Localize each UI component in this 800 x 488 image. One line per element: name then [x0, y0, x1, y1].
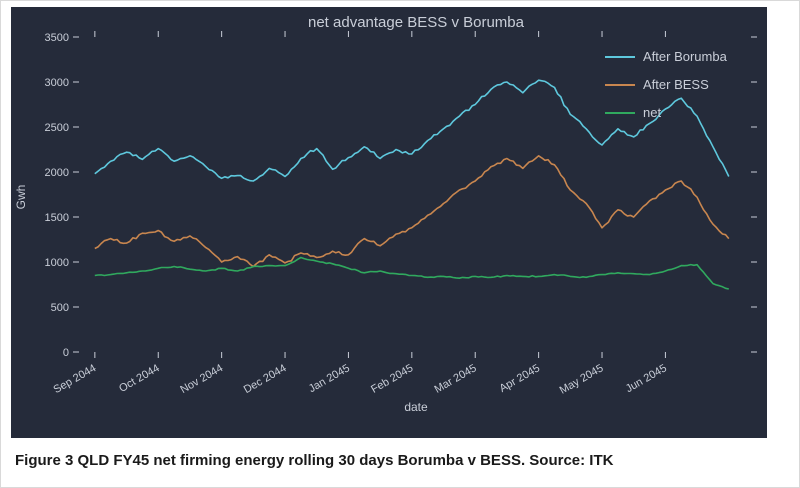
y-tick-label: 1500	[45, 212, 69, 224]
series-line-after-bess	[94, 155, 730, 268]
legend-item-after-borumba: After Borumba	[605, 49, 728, 64]
x-tick-label: Jun 2045	[624, 362, 669, 395]
figure-caption: Figure 3 QLD FY45 net firming energy rol…	[15, 452, 614, 469]
x-tick-label: Jan 2045	[307, 362, 352, 395]
y-tick-label: 2000	[45, 167, 69, 179]
legend-item-net: net	[605, 105, 661, 120]
x-tick-label: May 2045	[558, 362, 606, 397]
chart-panel: 0 500 1000 1500 2000 2500 3000 3500 Sep 2044 Oct …	[11, 7, 767, 438]
legend-label: After BESS	[643, 77, 709, 92]
x-tick-label: Oct 2044	[117, 362, 162, 395]
x-tick-label: Mar 2045	[432, 362, 478, 396]
y-tick-label: 1000	[45, 257, 69, 269]
y-tick-label: 2500	[45, 122, 69, 134]
x-tick-label: Feb 2045	[369, 362, 415, 396]
x-tick-label: Apr 2045	[497, 362, 542, 395]
series-line-after-borumba	[94, 79, 730, 182]
y-tick-label: 3000	[45, 77, 69, 89]
line-chart: 0 500 1000 1500 2000 2500 3000 3500 Sep 2044 Oct …	[11, 7, 767, 438]
series-line-net	[94, 256, 729, 290]
legend-label: net	[643, 105, 661, 120]
legend-item-after-bess: After BESS	[605, 77, 709, 92]
legend: After Borumba After BESS net	[605, 49, 728, 120]
x-tick-label: Sep 2044	[52, 362, 99, 396]
x-axis-label: date	[404, 400, 428, 414]
legend-label: After Borumba	[643, 49, 728, 64]
y-axis-label: Gwh	[14, 185, 28, 210]
y-tick-label: 500	[51, 302, 69, 314]
x-tick-label: Dec 2044	[242, 362, 289, 396]
y-tick-label: 0	[63, 347, 69, 359]
x-tick-label: Nov 2044	[178, 362, 225, 396]
chart-title: net advantage BESS v Borumba	[308, 14, 525, 31]
y-tick-label: 3500	[45, 32, 69, 44]
